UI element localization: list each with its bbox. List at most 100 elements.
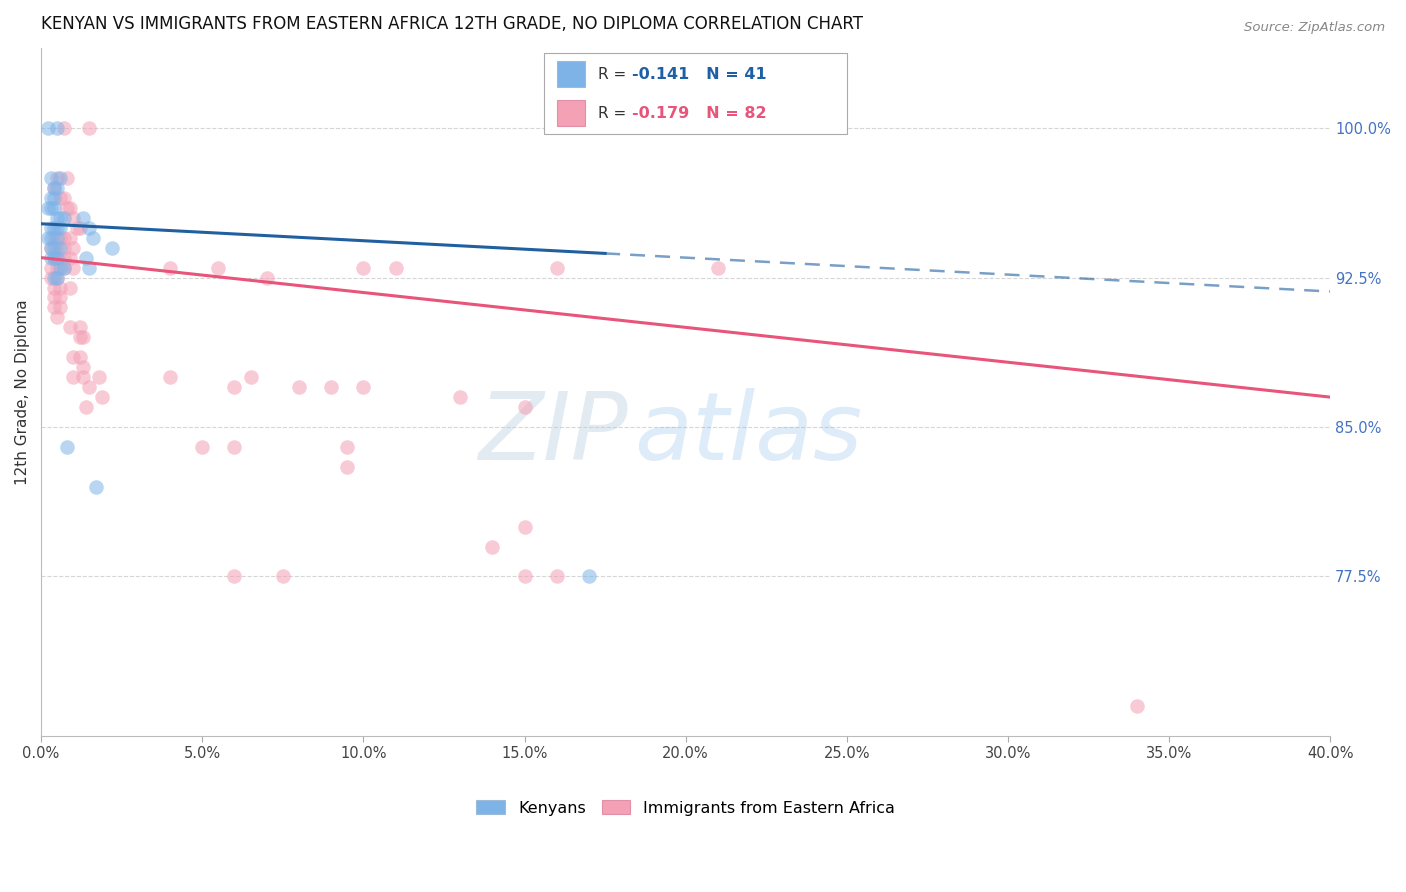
Point — [46, 241, 69, 255]
Text: R =: R = — [598, 105, 631, 120]
Point — [224, 569, 246, 583]
Point — [42, 241, 65, 255]
Point — [72, 330, 94, 344]
Point — [101, 241, 124, 255]
Point — [69, 320, 91, 334]
Point — [352, 380, 374, 394]
Point — [239, 370, 262, 384]
Point — [449, 390, 471, 404]
Point — [62, 211, 84, 225]
Point — [49, 241, 72, 255]
Point — [72, 360, 94, 375]
Point — [59, 231, 82, 245]
Point — [59, 280, 82, 294]
Point — [75, 251, 97, 265]
Point — [52, 191, 75, 205]
Point — [62, 241, 84, 255]
Text: atlas: atlas — [634, 388, 862, 479]
Point — [52, 241, 75, 255]
Point — [75, 400, 97, 414]
FancyBboxPatch shape — [544, 54, 846, 135]
Point — [49, 191, 72, 205]
Point — [42, 231, 65, 245]
Point — [42, 201, 65, 215]
Point — [707, 260, 730, 275]
Point — [91, 390, 114, 404]
Point — [42, 291, 65, 305]
Point — [49, 170, 72, 185]
Point — [46, 231, 69, 245]
Point — [46, 251, 69, 265]
Point — [159, 260, 181, 275]
Point — [46, 270, 69, 285]
Point — [46, 121, 69, 136]
Point — [42, 181, 65, 195]
Point — [49, 260, 72, 275]
Point — [79, 380, 101, 394]
Point — [384, 260, 406, 275]
Point — [46, 251, 69, 265]
Point — [39, 231, 62, 245]
Point — [69, 220, 91, 235]
Point — [352, 260, 374, 275]
Y-axis label: 12th Grade, No Diploma: 12th Grade, No Diploma — [15, 300, 30, 485]
Point — [59, 320, 82, 334]
Point — [321, 380, 343, 394]
Text: ZIP: ZIP — [478, 388, 627, 479]
Point — [49, 291, 72, 305]
Point — [49, 231, 72, 245]
Point — [207, 260, 229, 275]
Point — [62, 370, 84, 384]
Point — [52, 251, 75, 265]
Point — [52, 231, 75, 245]
Text: R =: R = — [598, 67, 631, 82]
Point — [49, 280, 72, 294]
Text: KENYAN VS IMMIGRANTS FROM EASTERN AFRICA 12TH GRADE, NO DIPLOMA CORRELATION CHAR: KENYAN VS IMMIGRANTS FROM EASTERN AFRICA… — [41, 15, 863, 33]
Point — [39, 170, 62, 185]
Point — [62, 260, 84, 275]
Point — [46, 220, 69, 235]
Point — [79, 121, 101, 136]
Point — [546, 260, 568, 275]
Point — [37, 201, 59, 215]
Point — [42, 270, 65, 285]
Point — [513, 519, 536, 533]
Point — [39, 241, 62, 255]
Point — [159, 370, 181, 384]
Point — [46, 181, 69, 195]
Point — [46, 270, 69, 285]
Point — [513, 400, 536, 414]
Point — [79, 260, 101, 275]
Point — [256, 270, 278, 285]
Text: Source: ZipAtlas.com: Source: ZipAtlas.com — [1244, 21, 1385, 35]
Point — [546, 569, 568, 583]
Point — [336, 459, 359, 474]
Point — [56, 440, 79, 454]
Point — [52, 121, 75, 136]
Point — [52, 211, 75, 225]
Point — [59, 201, 82, 215]
Point — [59, 251, 82, 265]
Point — [56, 170, 79, 185]
Text: -0.141   N = 41: -0.141 N = 41 — [631, 67, 766, 82]
Point — [336, 440, 359, 454]
Point — [37, 121, 59, 136]
Point — [62, 351, 84, 365]
Point — [56, 201, 79, 215]
Point — [481, 540, 503, 554]
Point — [42, 181, 65, 195]
Point — [39, 220, 62, 235]
Point — [72, 370, 94, 384]
Point — [42, 191, 65, 205]
Point — [69, 330, 91, 344]
Point — [37, 231, 59, 245]
Point — [224, 380, 246, 394]
Point — [49, 301, 72, 315]
Point — [42, 220, 65, 235]
Point — [42, 280, 65, 294]
Point — [288, 380, 311, 394]
Point — [79, 220, 101, 235]
Point — [513, 569, 536, 583]
Point — [46, 260, 69, 275]
Point — [52, 260, 75, 275]
